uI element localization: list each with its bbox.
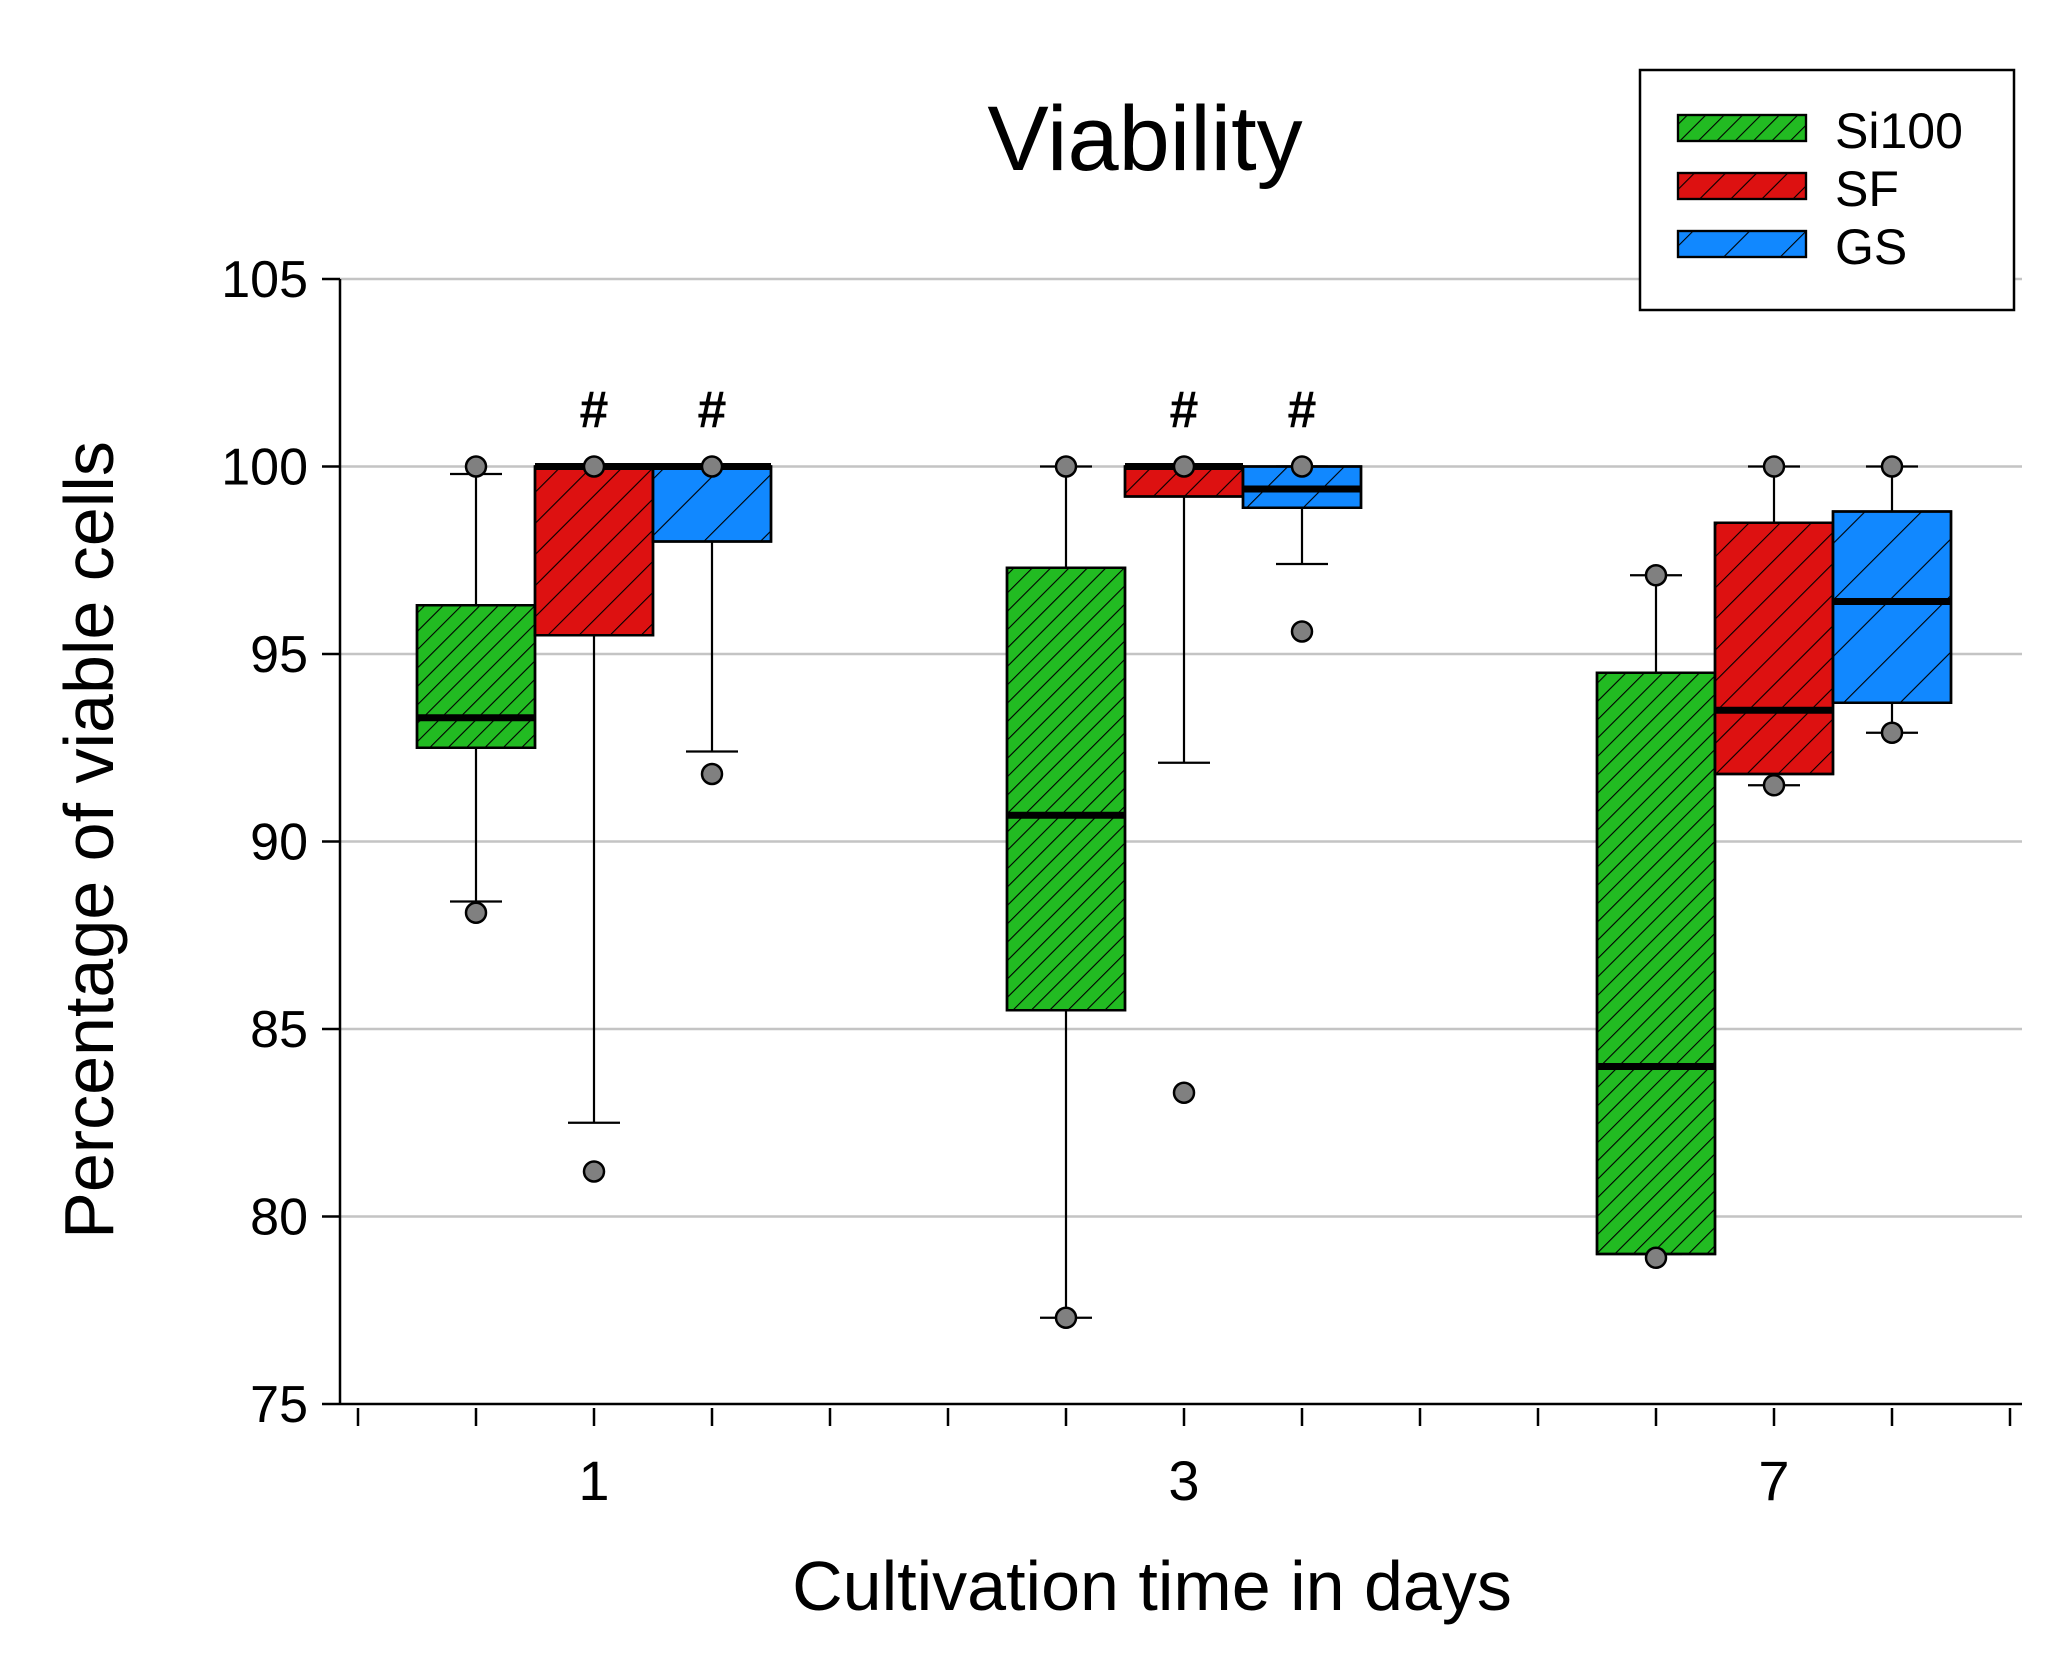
y-tick-label: 80 [250,1189,308,1247]
box-si100-day-1 [415,455,537,924]
box-hatch [1831,510,1953,704]
significance-mark: # [580,381,609,439]
outlier-point [1880,721,1904,744]
box-hatch [1595,671,1717,1256]
outlier-point [582,455,606,478]
legend-label: SF [1835,161,1899,217]
significance-mark: # [698,381,727,439]
y-axis-label: Percentage of viable cells [50,441,128,1239]
box-si100-day-7 [1595,564,1717,1269]
legend-entry-gs: GS [1676,219,1907,275]
box-hatch [1713,521,1835,776]
outlier-point [464,455,488,478]
legend-label: Si100 [1835,103,1963,159]
x-tick-label: 7 [1758,1449,1789,1512]
x-axis-ticks: 1 3 7 [356,1408,2012,1512]
outlier-point [1880,455,1904,478]
box-hatch [415,604,537,749]
significance-mark: # [1170,381,1199,439]
outlier-point [1762,455,1786,478]
y-axis-ticks: 75 80 85 90 95 100 105 [221,251,340,1434]
chart-title: Viability [987,88,1302,190]
outlier-point [1290,620,1314,643]
outlier-point [1054,1306,1078,1329]
outlier-point [1172,1081,1196,1104]
legend-entry-sf: SF [1676,161,1899,217]
outlier-point [464,901,488,924]
box-si100-day-3 [1005,455,1127,1329]
box-sf-day-3: # [1123,381,1245,1104]
y-tick-label: 90 [250,814,308,872]
x-tick-label: 3 [1168,1449,1199,1512]
box-gs-day-3: # [1241,381,1363,643]
outlier-point [1644,564,1668,587]
box-sf-day-1: # [533,381,655,1183]
outlier-point [700,455,724,478]
y-tick-label: 100 [221,439,308,497]
significance-mark: # [1288,381,1317,439]
outlier-point [1054,455,1078,478]
box-sf-day-7 [1713,455,1835,797]
outlier-point [582,1160,606,1183]
x-axis-label: Cultivation time in days [792,1547,1512,1625]
box-hatch [533,465,655,637]
y-tick-label: 75 [250,1376,308,1434]
y-tick-label: 95 [250,626,308,684]
y-tick-label: 105 [221,251,308,309]
outlier-point [700,762,724,786]
box-hatch [1005,566,1127,1012]
legend-label: GS [1835,219,1907,275]
y-tick-label: 85 [250,1001,308,1059]
legend-entry-si100: Si100 [1676,103,1963,159]
outlier-point [1172,455,1196,478]
box-plots: # # # # [415,381,1953,1329]
legend-swatch-hatch [1676,171,1808,201]
outlier-point [1644,1246,1668,1269]
x-tick-label: 1 [578,1449,609,1512]
box-hatch [651,465,773,543]
outlier-point [1762,774,1786,797]
box-gs-day-7 [1831,455,1953,744]
legend-swatch-hatch [1676,113,1808,143]
legend-swatch-hatch [1676,229,1808,259]
outlier-point [1290,455,1314,478]
box-gs-day-1: # [651,381,773,786]
